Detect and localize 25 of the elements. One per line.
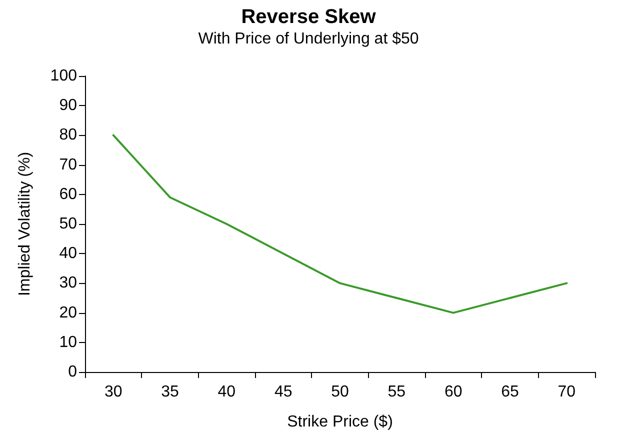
x-tick-label: 65 <box>501 384 519 400</box>
y-tick-label: 100 <box>50 68 78 84</box>
y-tick-label: 90 <box>59 97 78 114</box>
y-tick-label: 40 <box>59 245 78 262</box>
line-series <box>112 134 568 314</box>
y-tick-label: 20 <box>59 304 78 322</box>
x-tick-label: 45 <box>274 384 292 400</box>
y-tick-label: 80 <box>59 126 78 144</box>
y-tick-label: 30 <box>59 274 78 292</box>
chart-subtitle: With Price of Underlying at $50 <box>198 30 419 48</box>
y-tick-label: 60 <box>59 186 78 203</box>
y-tick-label: 70 <box>59 156 78 174</box>
x-tick-label: 60 <box>444 384 462 400</box>
y-axis-title: Implied Volatility (%) <box>16 152 34 296</box>
y-tick-label: 0 <box>68 364 78 380</box>
x-axis-title: Strike Price ($) <box>287 414 393 430</box>
x-tick-label: 30 <box>104 384 122 400</box>
chart-title: Reverse Skew <box>241 6 376 28</box>
x-tick-label: 70 <box>558 384 576 400</box>
y-tick-label: 50 <box>59 216 78 232</box>
x-tick-label: 55 <box>388 384 406 400</box>
x-tick-label: 35 <box>161 384 179 400</box>
x-tick-label: 40 <box>218 384 236 400</box>
x-tick-label: 50 <box>331 384 349 400</box>
y-tick-label: 10 <box>59 334 78 351</box>
